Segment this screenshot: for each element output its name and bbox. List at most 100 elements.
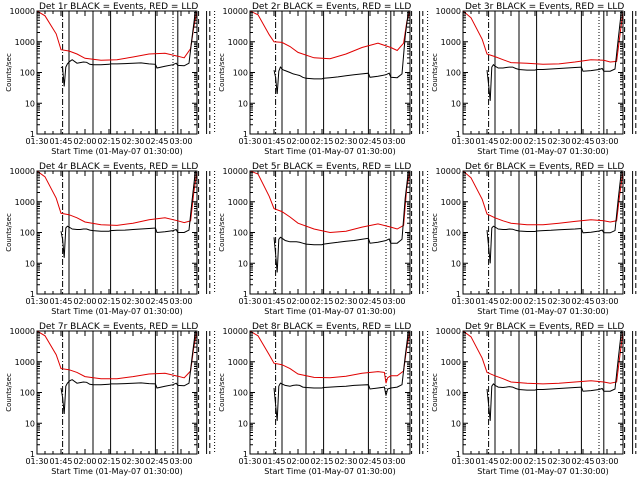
y-tick-label: 10000: [223, 7, 248, 16]
panel-title: Det 5r BLACK = Events, RED = LLD: [252, 162, 411, 172]
x-tick-label: 02:15: [310, 297, 333, 306]
y-tick-label: 1000: [228, 358, 248, 367]
x-tick-label: 02:45: [571, 297, 594, 306]
lld-series-line: [463, 331, 623, 385]
x-axis-label: Start Time (01-May-07 01:30:00): [51, 467, 182, 476]
x-axis-label: Start Time (01-May-07 01:30:00): [477, 307, 608, 316]
y-tick-label: 10000: [436, 327, 461, 336]
y-tick-label: 100: [20, 69, 35, 78]
y-tick-label: 10000: [223, 327, 248, 336]
x-tick-label: 02:30: [334, 137, 357, 146]
x-tick-label: 02:15: [523, 137, 546, 146]
x-tick-label: 01:45: [475, 457, 498, 466]
y-tick-label: 10: [238, 259, 248, 268]
lld-series-line: [463, 11, 623, 65]
y-tick-label: 1: [30, 130, 35, 139]
x-tick-label: 01:30: [451, 137, 474, 146]
x-axis-label: Start Time (01-May-07 01:30:00): [51, 147, 182, 156]
x-tick-label: 01:30: [451, 457, 474, 466]
panel-det-7: Det 7r BLACK = Events, RED = LLD 1 10 100 10…: [5, 322, 216, 476]
y-tick-label: 10: [238, 419, 248, 428]
x-tick-label: 01:45: [475, 297, 498, 306]
x-tick-label: 01:45: [49, 297, 72, 306]
panel-det-1: Det 1r BLACK = Events, RED = LLD 1 10 100 10…: [5, 2, 216, 156]
y-axis-label: Counts/sec: [431, 373, 439, 412]
y-tick-label: 100: [446, 69, 461, 78]
y-tick-label: 10: [25, 259, 35, 268]
y-tick-label: 10: [451, 259, 461, 268]
y-tick-label: 10000: [223, 167, 248, 176]
x-tick-label: 02:15: [97, 457, 120, 466]
x-tick-label: 02:45: [145, 137, 168, 146]
y-tick-label: 10000: [10, 167, 35, 176]
x-tick-label: 03:00: [169, 297, 192, 306]
panel-det-3: Det 3r BLACK = Events, RED = LLD 1 10 100 10…: [431, 2, 637, 156]
x-tick-label: 03:00: [169, 457, 192, 466]
x-tick-label: 03:00: [382, 137, 405, 146]
y-axis-label: Counts/sec: [218, 213, 226, 252]
x-axis-label: Start Time (01-May-07 01:30:00): [264, 307, 395, 316]
y-tick-label: 10: [25, 99, 35, 108]
x-axis-label: Start Time (01-May-07 01:30:00): [477, 147, 608, 156]
x-tick-label: 01:30: [238, 297, 261, 306]
panel-title: Det 2r BLACK = Events, RED = LLD: [252, 2, 411, 12]
y-tick-label: 100: [233, 229, 248, 238]
y-tick-label: 100: [233, 389, 248, 398]
y-axis-label: Counts/sec: [5, 213, 13, 252]
events-series-line: [486, 171, 622, 264]
x-tick-label: 01:45: [262, 297, 285, 306]
y-tick-label: 1: [456, 290, 461, 299]
x-tick-label: 03:00: [595, 137, 618, 146]
x-tick-label: 03:00: [382, 457, 405, 466]
y-tick-label: 1: [456, 130, 461, 139]
x-tick-label: 02:45: [358, 137, 381, 146]
x-tick-label: 02:45: [358, 457, 381, 466]
x-tick-label: 02:30: [121, 297, 144, 306]
y-tick-label: 1000: [228, 38, 248, 47]
x-tick-label: 02:45: [571, 137, 594, 146]
x-tick-label: 02:15: [97, 137, 120, 146]
y-tick-label: 1000: [15, 358, 35, 367]
x-tick-label: 03:00: [169, 137, 192, 146]
events-series-line: [273, 11, 409, 95]
x-tick-label: 02:45: [145, 297, 168, 306]
x-tick-label: 02:15: [97, 297, 120, 306]
y-tick-label: 100: [233, 69, 248, 78]
x-tick-label: 02:00: [499, 297, 522, 306]
x-tick-label: 01:30: [25, 457, 48, 466]
y-tick-label: 10: [25, 419, 35, 428]
x-tick-label: 02:00: [73, 457, 96, 466]
x-axis-label: Start Time (01-May-07 01:30:00): [51, 307, 182, 316]
lld-series-line: [37, 11, 197, 61]
x-tick-label: 02:30: [547, 297, 570, 306]
panel-title: Det 1r BLACK = Events, RED = LLD: [39, 2, 198, 12]
x-tick-label: 02:15: [310, 457, 333, 466]
y-axis-label: Counts/sec: [431, 53, 439, 92]
x-tick-label: 01:30: [238, 457, 261, 466]
x-tick-label: 02:00: [499, 137, 522, 146]
y-tick-label: 1: [243, 450, 248, 459]
panel-det-2: Det 2r BLACK = Events, RED = LLD 1 10 100 10…: [218, 2, 429, 156]
panel-det-6: Det 6r BLACK = Events, RED = LLD 1 10 100 10…: [431, 162, 637, 316]
x-tick-label: 02:00: [286, 457, 309, 466]
y-tick-label: 100: [20, 229, 35, 238]
x-tick-label: 02:30: [121, 457, 144, 466]
x-tick-label: 03:00: [595, 297, 618, 306]
x-tick-label: 01:45: [262, 457, 285, 466]
panel-title: Det 6r BLACK = Events, RED = LLD: [465, 162, 624, 172]
y-tick-label: 1: [30, 290, 35, 299]
y-tick-label: 1000: [228, 198, 248, 207]
panel-title: Det 3r BLACK = Events, RED = LLD: [465, 2, 624, 12]
panel-title: Det 8r BLACK = Events, RED = LLD: [252, 322, 411, 332]
events-series-line: [486, 331, 622, 421]
lld-series-line: [37, 331, 197, 380]
y-axis-label: Counts/sec: [5, 373, 13, 412]
x-tick-label: 02:30: [121, 137, 144, 146]
y-tick-label: 1: [243, 130, 248, 139]
y-tick-label: 100: [20, 389, 35, 398]
x-tick-label: 03:00: [595, 457, 618, 466]
y-tick-label: 1: [456, 450, 461, 459]
panel-title: Det 4r BLACK = Events, RED = LLD: [39, 162, 198, 172]
x-tick-label: 02:30: [334, 457, 357, 466]
